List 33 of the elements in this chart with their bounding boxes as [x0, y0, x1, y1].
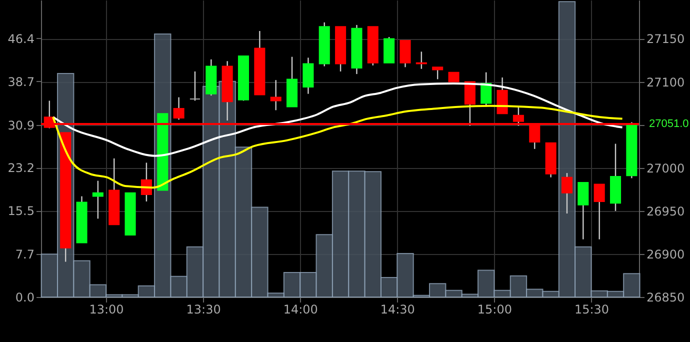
candlestick	[561, 172, 573, 214]
candlestick	[496, 76, 508, 114]
candlestick	[578, 182, 589, 240]
x-tick-label: 15:30	[574, 302, 610, 316]
candlestick	[432, 66, 444, 80]
candlestick	[270, 79, 282, 111]
candlestick	[189, 70, 200, 102]
y2-tick-label: 23.2	[8, 161, 34, 176]
candlestick	[302, 57, 314, 94]
y2-tick-label: 38.7	[8, 74, 34, 89]
candlestick	[448, 72, 460, 82]
y-tick-label: 27150	[646, 32, 685, 46]
x-tick-label: 15:00	[477, 302, 512, 316]
candlestick	[594, 184, 605, 240]
y-tick-label: 27000	[646, 161, 685, 176]
x-tick-label: 13:30	[186, 302, 221, 316]
y-tick-label: 27100	[646, 75, 685, 90]
y2-tick-label: 46.4	[8, 32, 34, 46]
x-tick-label: 14:30	[380, 302, 415, 316]
y2-tick-label: 15.5	[8, 204, 34, 218]
y-tick-label: 26850	[646, 290, 685, 304]
ref-line-label: 27051.0	[649, 118, 689, 130]
y-tick-label: 26900	[646, 247, 685, 262]
y-tick-label: 26950	[646, 204, 685, 218]
x-tick-label: 14:00	[283, 302, 318, 316]
y2-tick-label: 7.7	[15, 248, 34, 262]
y2-tick-label: 0.0	[15, 290, 34, 304]
x-tick-label: 13:00	[89, 302, 124, 316]
candlestick	[480, 72, 492, 108]
y2-tick-label: 30.9	[8, 118, 34, 132]
candlestick	[92, 180, 104, 220]
candlestick	[173, 96, 184, 120]
candlestick	[400, 40, 411, 68]
